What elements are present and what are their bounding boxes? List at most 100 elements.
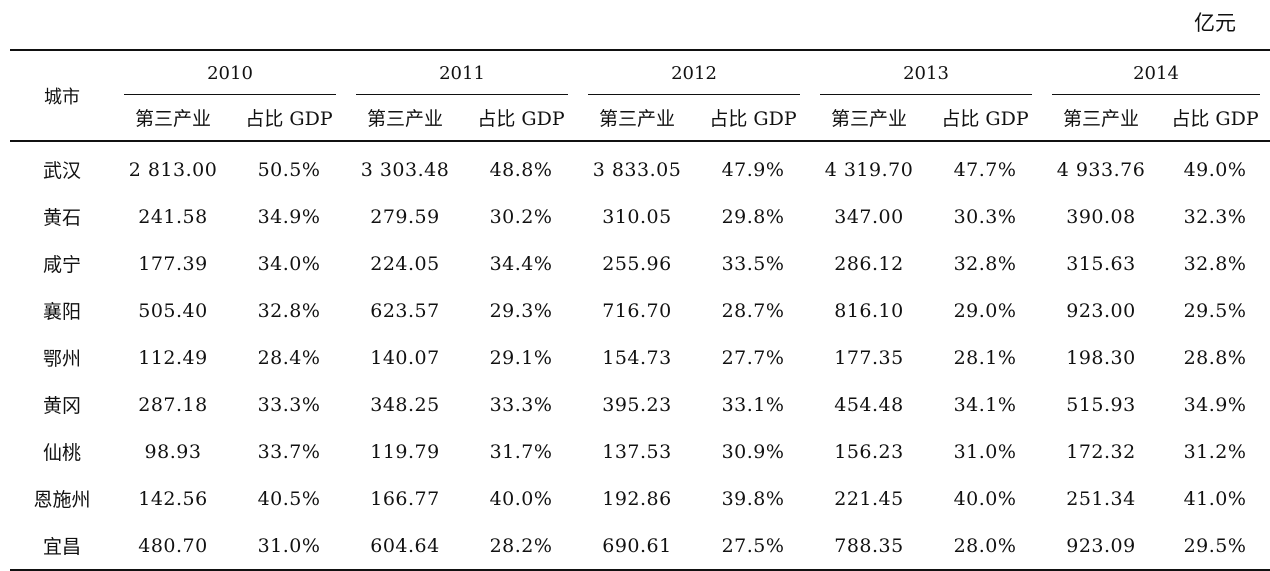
tertiary-industry-value: 192.86 (602, 487, 672, 510)
tertiary-industry-value: 347.00 (834, 205, 904, 228)
tertiary-industry-value: 119.79 (370, 440, 440, 463)
table-row: 黄石 241.58 34.9% 279.59 30.2% 310.05 29.8% 347.0… (10, 193, 1270, 240)
tertiary-industry-value: 788.35 (810, 522, 928, 571)
gdp-share-value: 32.3% (1183, 205, 1247, 228)
gdp-share-value: 41.0% (1183, 487, 1247, 510)
tertiary-industry-value: 98.93 (144, 440, 202, 463)
tertiary-industry-value: 454.48 (834, 393, 904, 416)
tertiary-industry-value: 923.09 (1042, 522, 1160, 571)
gdp-share-value: 32.8% (953, 252, 1017, 275)
tertiary-industry-value: 279.59 (370, 205, 440, 228)
gdp-share-value: 40.5% (257, 487, 321, 510)
tertiary-industry-value: 154.73 (602, 346, 672, 369)
gdp-share-value: 28.1% (953, 346, 1017, 369)
tertiary-industry-value: 251.34 (1066, 487, 1136, 510)
tertiary-industry-value: 515.93 (1066, 393, 1136, 416)
city-name: 襄阳 (42, 301, 81, 323)
gdp-share-value: 27.5% (696, 522, 810, 571)
tertiary-industry-value: 395.23 (602, 393, 672, 416)
gdp-share-value: 39.8% (721, 487, 785, 510)
gdp-share-value: 28.8% (1183, 346, 1247, 369)
table-row: 武汉 2 813.00 50.5% 3 303.48 48.8% 3 833.05 47.9… (10, 141, 1270, 193)
table-row: 恩施州 142.56 40.5% 166.77 40.0% 192.86 39.8% 221.… (10, 475, 1270, 522)
unit-label: 亿元 (1194, 11, 1236, 35)
sub-header-row: 第三产业 占比 GDP 第三产业 占比 GDP 第三产业 占比 GDP 第三产业… (10, 95, 1270, 141)
gdp-share-value: 28.2% (464, 522, 578, 571)
city-name: 咸宁 (42, 254, 81, 276)
tertiary-industry-value: 3 833.05 (592, 158, 682, 181)
gdp-share-value: 30.3% (953, 205, 1017, 228)
tertiary-industry-value: 198.30 (1066, 346, 1136, 369)
gdp-share-value: 49.0% (1183, 158, 1247, 181)
tertiary-industry-value: 315.63 (1066, 252, 1136, 275)
gdp-share-value: 33.5% (721, 252, 785, 275)
gdp-share-value: 29.1% (489, 346, 553, 369)
gdp-share-value: 28.7% (721, 299, 785, 322)
gdp-share-value: 28.0% (928, 522, 1042, 571)
year-header-row: 城市 2010 2011 2012 2013 2014 (10, 50, 1270, 108)
gdp-share-value: 33.1% (721, 393, 785, 416)
gdp-share-header: 占比 GDP (941, 108, 1029, 130)
tertiary-industry-value: 137.53 (602, 440, 672, 463)
city-column-header: 城市 (44, 86, 80, 108)
gdp-share-value: 29.3% (489, 299, 553, 322)
gdp-share-value: 48.8% (489, 158, 553, 181)
gdp-tertiary-table: 城市 2010 2011 2012 2013 2014 第三产业 占比 GDP … (10, 49, 1270, 571)
gdp-share-value: 33.7% (257, 440, 321, 463)
gdp-share-value: 29.8% (721, 205, 785, 228)
gdp-share-value: 31.0% (953, 440, 1017, 463)
city-name: 鄂州 (42, 348, 81, 370)
tertiary-industry-value: 2 813.00 (128, 158, 218, 181)
tertiary-industry-value: 816.10 (834, 299, 904, 322)
tertiary-industry-value: 348.25 (370, 393, 440, 416)
tertiary-industry-value: 166.77 (370, 487, 440, 510)
year-header: 2010 (114, 50, 346, 95)
tertiary-industry-value: 716.70 (602, 299, 672, 322)
table-row: 襄阳 505.40 32.8% 623.57 29.3% 716.70 28.7% 816.1… (10, 287, 1270, 334)
table-row: 咸宁 177.39 34.0% 224.05 34.4% 255.96 33.5% 286.1… (10, 240, 1270, 287)
tertiary-industry-value: 255.96 (602, 252, 672, 275)
gdp-share-header: 占比 GDP (1171, 108, 1259, 130)
tertiary-industry-value: 923.00 (1066, 299, 1136, 322)
gdp-share-value: 30.2% (489, 205, 553, 228)
tertiary-industry-value: 177.39 (138, 252, 208, 275)
gdp-share-header: 占比 GDP (709, 108, 797, 130)
tertiary-industry-header: 第三产业 (598, 108, 675, 130)
tertiary-industry-header: 第三产业 (830, 108, 907, 130)
gdp-share-value: 29.5% (1183, 299, 1247, 322)
city-name: 仙桃 (42, 442, 81, 464)
tertiary-industry-value: 623.57 (370, 299, 440, 322)
tertiary-industry-value: 221.45 (834, 487, 904, 510)
tertiary-industry-value: 310.05 (602, 205, 672, 228)
tertiary-industry-value: 3 303.48 (360, 158, 450, 181)
tertiary-industry-value: 286.12 (834, 252, 904, 275)
tertiary-industry-header: 第三产业 (134, 108, 211, 130)
table-row: 仙桃 98.93 33.7% 119.79 31.7% 137.53 30.9% 156.23… (10, 428, 1270, 475)
table-row: 宜昌 480.70 31.0% 604.64 28.2% 690.61 27.5% 788.3… (10, 522, 1270, 571)
tertiary-industry-value: 140.07 (370, 346, 440, 369)
gdp-share-value: 40.0% (489, 487, 553, 510)
gdp-share-value: 34.9% (1183, 393, 1247, 416)
gdp-share-value: 34.4% (489, 252, 553, 275)
table-row: 鄂州 112.49 28.4% 140.07 29.1% 154.73 27.7% 177.3… (10, 334, 1270, 381)
tertiary-industry-value: 505.40 (138, 299, 208, 322)
year-header: 2011 (346, 50, 578, 95)
tertiary-industry-value: 287.18 (138, 393, 208, 416)
gdp-share-value: 28.4% (257, 346, 321, 369)
tertiary-industry-value: 4 933.76 (1056, 158, 1146, 181)
gdp-share-value: 32.8% (1183, 252, 1247, 275)
gdp-share-value: 29.5% (1160, 522, 1270, 571)
year-label: 2010 (207, 62, 253, 84)
gdp-share-value: 30.9% (721, 440, 785, 463)
city-name: 黄冈 (42, 395, 81, 417)
gdp-share-header: 占比 GDP (477, 108, 565, 130)
gdp-share-header: 占比 GDP (245, 108, 333, 130)
tertiary-industry-value: 690.61 (578, 522, 696, 571)
gdp-share-value: 50.5% (257, 158, 321, 181)
city-name: 黄石 (42, 207, 81, 229)
tertiary-industry-value: 604.64 (346, 522, 464, 571)
gdp-share-value: 34.1% (953, 393, 1017, 416)
year-label: 2014 (1133, 62, 1179, 84)
tertiary-industry-value: 4 319.70 (824, 158, 914, 181)
gdp-share-value: 31.2% (1183, 440, 1247, 463)
